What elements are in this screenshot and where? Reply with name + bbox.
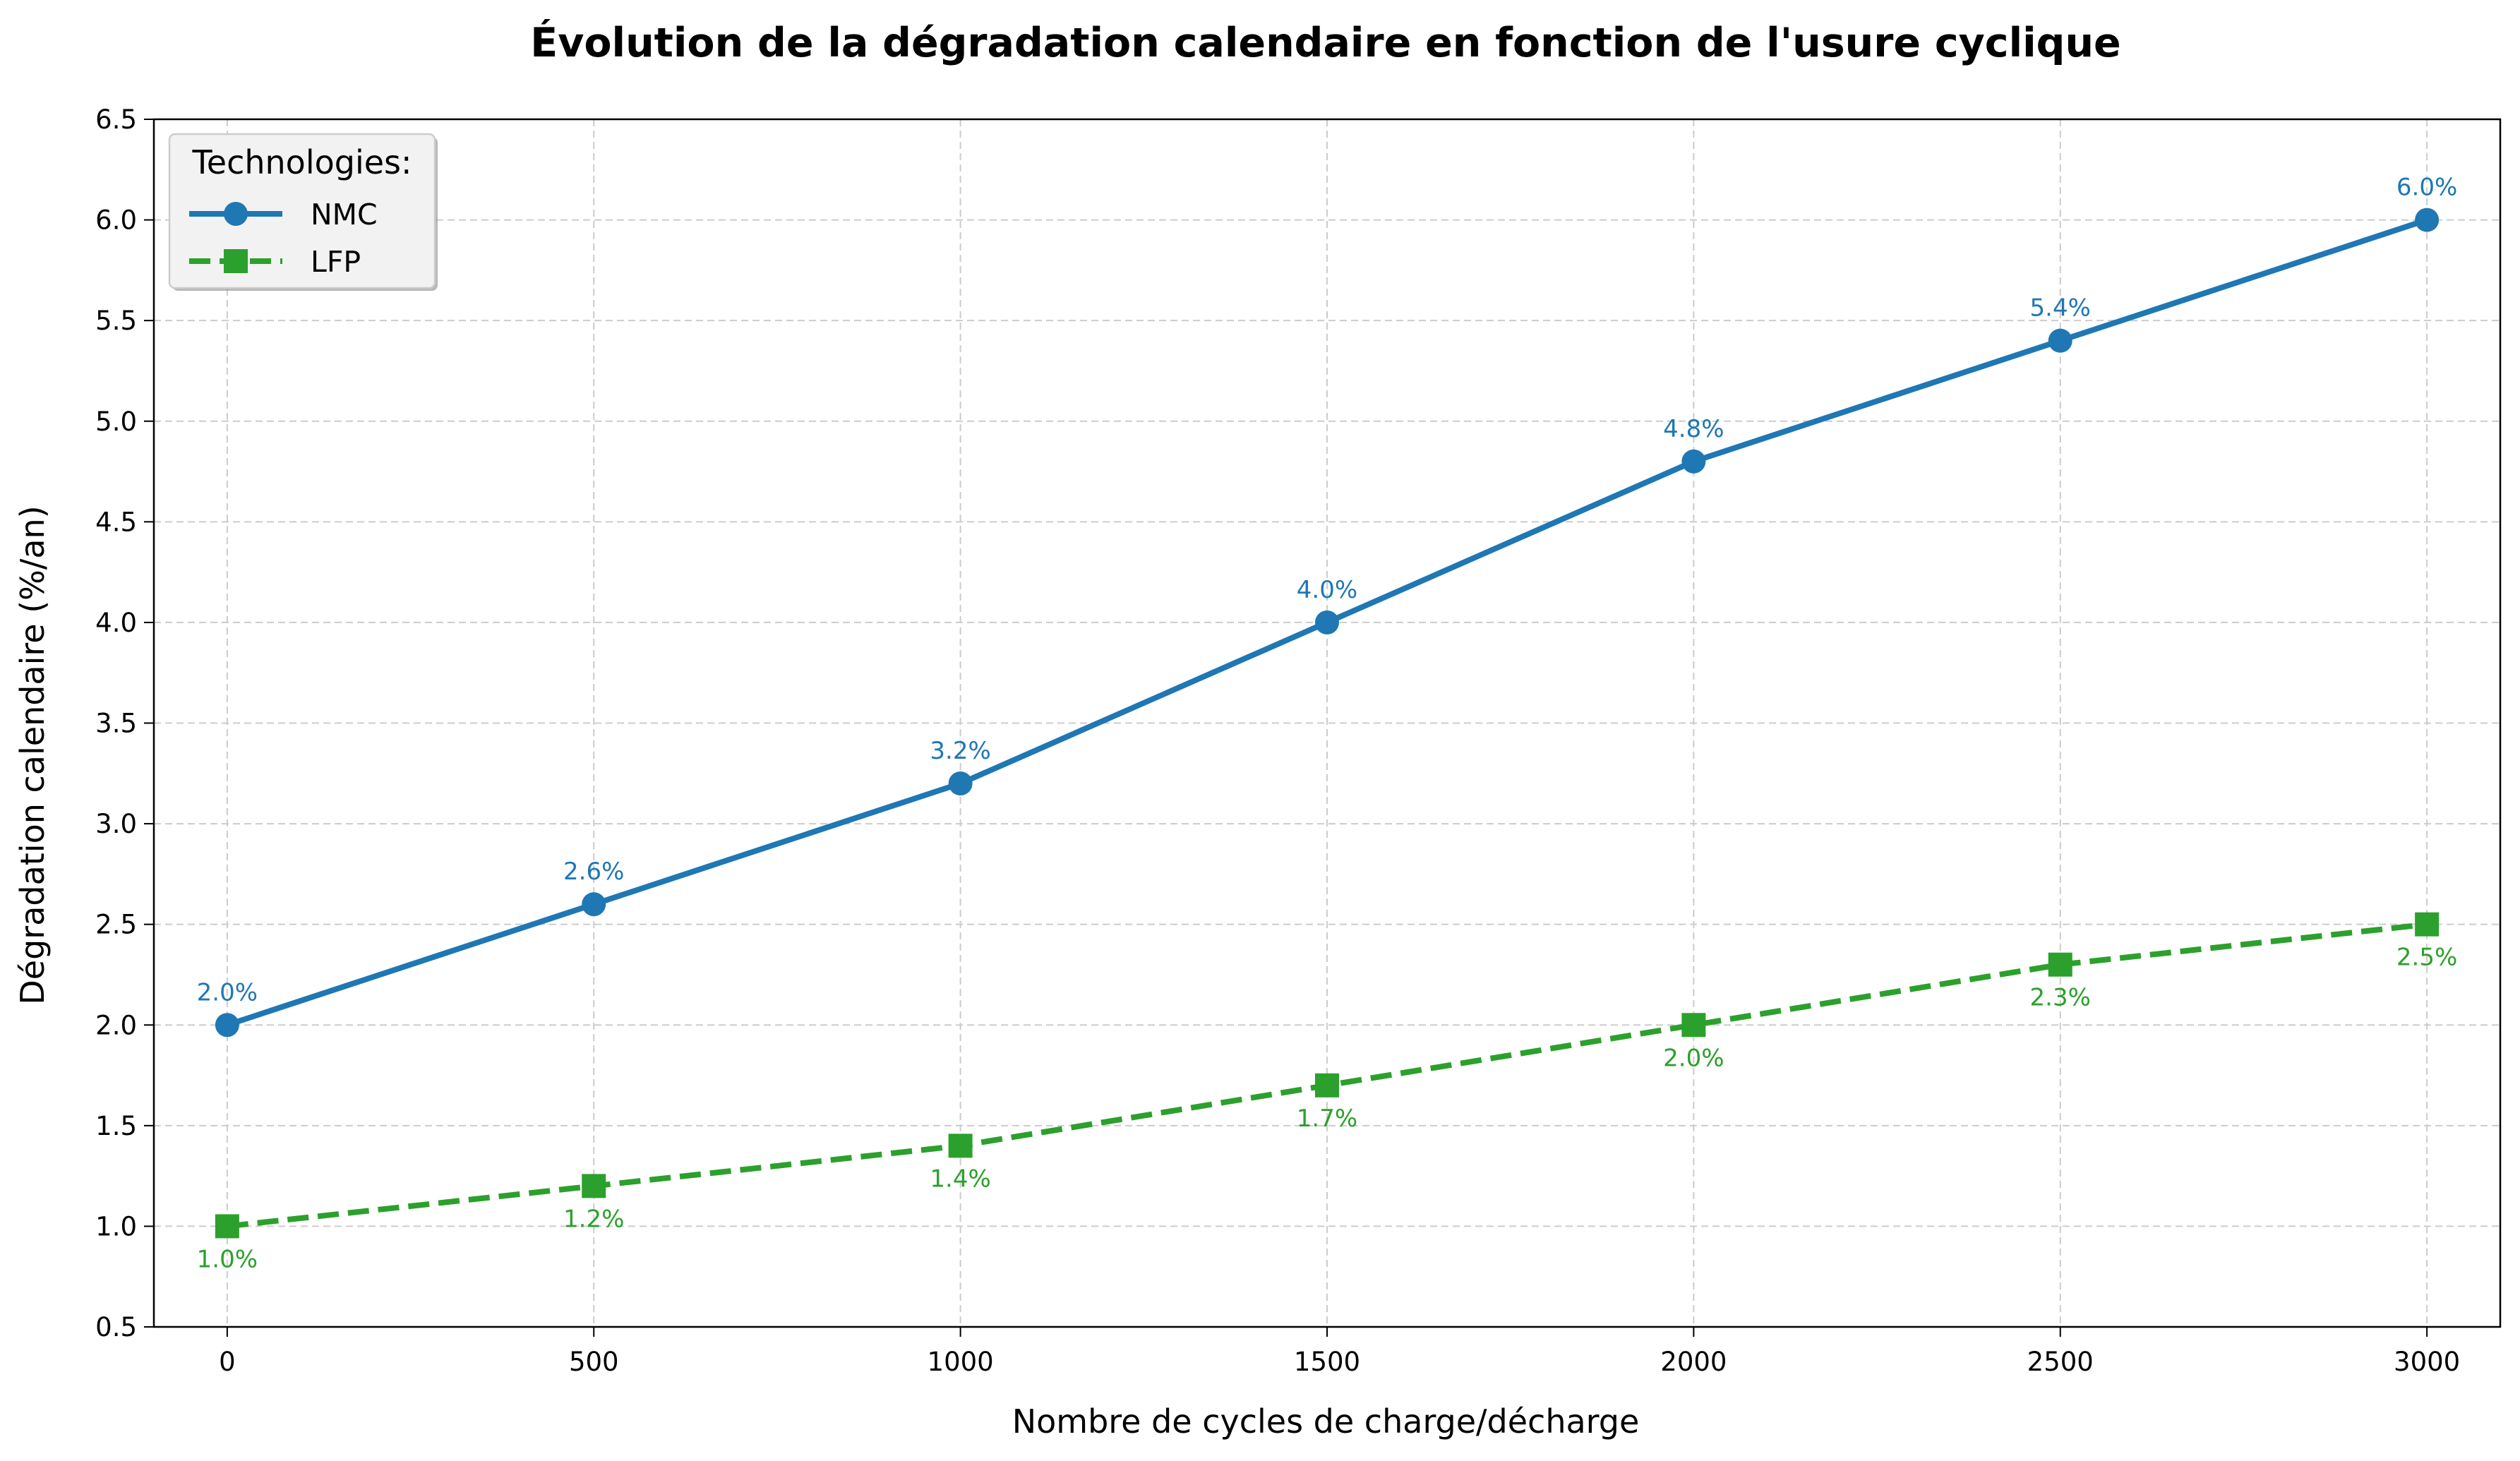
y-tick-label: 3.5 [95, 709, 137, 739]
legend: Technologies: NMC LFP [168, 133, 438, 291]
data-label: 5.4% [2030, 294, 2091, 323]
legend-label-nmc: NMC [311, 198, 378, 232]
x-tick-label: 2500 [2027, 1347, 2094, 1377]
x-tick-label: 2000 [1660, 1347, 1727, 1377]
y-tick-label: 6.0 [95, 205, 137, 236]
data-point [2415, 208, 2440, 232]
legend-marker-lfp [224, 249, 248, 273]
data-label: 1.0% [197, 1245, 258, 1273]
y-axis-label: Dégradation calendaire (%/an) [13, 505, 52, 1004]
y-tick-label: 5.5 [95, 306, 137, 336]
legend-label-lfp: LFP [311, 245, 361, 279]
data-label: 2.0% [1663, 1044, 1724, 1072]
data-label: 1.4% [930, 1165, 990, 1193]
data-point [2048, 328, 2072, 353]
y-tick-label: 1.0 [95, 1211, 137, 1241]
y-tick-label: 3.0 [95, 809, 137, 839]
x-tick-label: 1000 [928, 1347, 994, 1377]
y-tick-label: 5.0 [95, 407, 137, 437]
data-label: 3.2% [930, 737, 990, 765]
y-tick-label: 4.0 [95, 608, 137, 638]
data-label: 1.2% [563, 1205, 624, 1233]
x-tick-label: 0 [219, 1347, 236, 1377]
y-tick-label: 1.5 [95, 1111, 137, 1141]
legend-title: Technologies: [192, 143, 412, 181]
data-label: 2.5% [2396, 944, 2457, 972]
series-layer: 2.0% 2.6% 3.2% 4.0% 4.8% 5.4% 6.0% 1.0% 1.2% 1.4%… [197, 174, 2458, 1274]
series-lfp: 1.0% 1.2% 1.4% 1.7% 2.0% 2.3% 2.5% [197, 912, 2457, 1273]
grid-lines [154, 119, 2500, 1328]
data-point [215, 1013, 239, 1038]
data-label: 2.3% [2030, 984, 2091, 1012]
data-point [1315, 610, 1339, 635]
data-point [1681, 1013, 1706, 1038]
tick-labels: 0 500 1000 1500 2000 2500 3000 0.5 1.0 1.5 2.0 2.5 3… [95, 104, 2460, 1377]
x-tick-label: 1500 [1294, 1347, 1360, 1377]
data-label: 4.8% [1663, 415, 1724, 443]
y-tick-label: 0.5 [95, 1312, 137, 1342]
chart-title: Évolution de la dégradation calendaire e… [530, 18, 2120, 66]
x-axis-label: Nombre de cycles de charge/décharge [1012, 1402, 1640, 1441]
legend-marker-nmc [224, 202, 248, 226]
series-nmc: 2.0% 2.6% 3.2% 4.0% 4.8% 5.4% 6.0% [197, 174, 2457, 1038]
data-point [582, 1174, 606, 1198]
y-tick-label: 4.5 [95, 507, 137, 537]
y-tick-label: 2.0 [95, 1010, 137, 1040]
data-point [215, 1214, 239, 1239]
x-tick-label: 3000 [2394, 1347, 2460, 1377]
data-label: 1.7% [1297, 1105, 1357, 1133]
data-point [948, 1134, 973, 1158]
data-label: 2.0% [197, 978, 258, 1006]
axes [144, 118, 2502, 1337]
data-label: 2.6% [563, 858, 624, 886]
data-point [1681, 449, 1706, 474]
data-point [2048, 952, 2072, 977]
data-point [2415, 912, 2440, 937]
data-point [582, 892, 606, 917]
data-point [1315, 1073, 1339, 1098]
y-tick-label: 6.5 [95, 104, 137, 135]
y-tick-label: 2.5 [95, 910, 137, 940]
data-point [948, 771, 973, 796]
x-tick-label: 500 [569, 1347, 619, 1377]
data-label: 4.0% [1297, 576, 1357, 604]
data-label: 6.0% [2396, 174, 2457, 202]
plot-frame [152, 118, 2502, 1328]
